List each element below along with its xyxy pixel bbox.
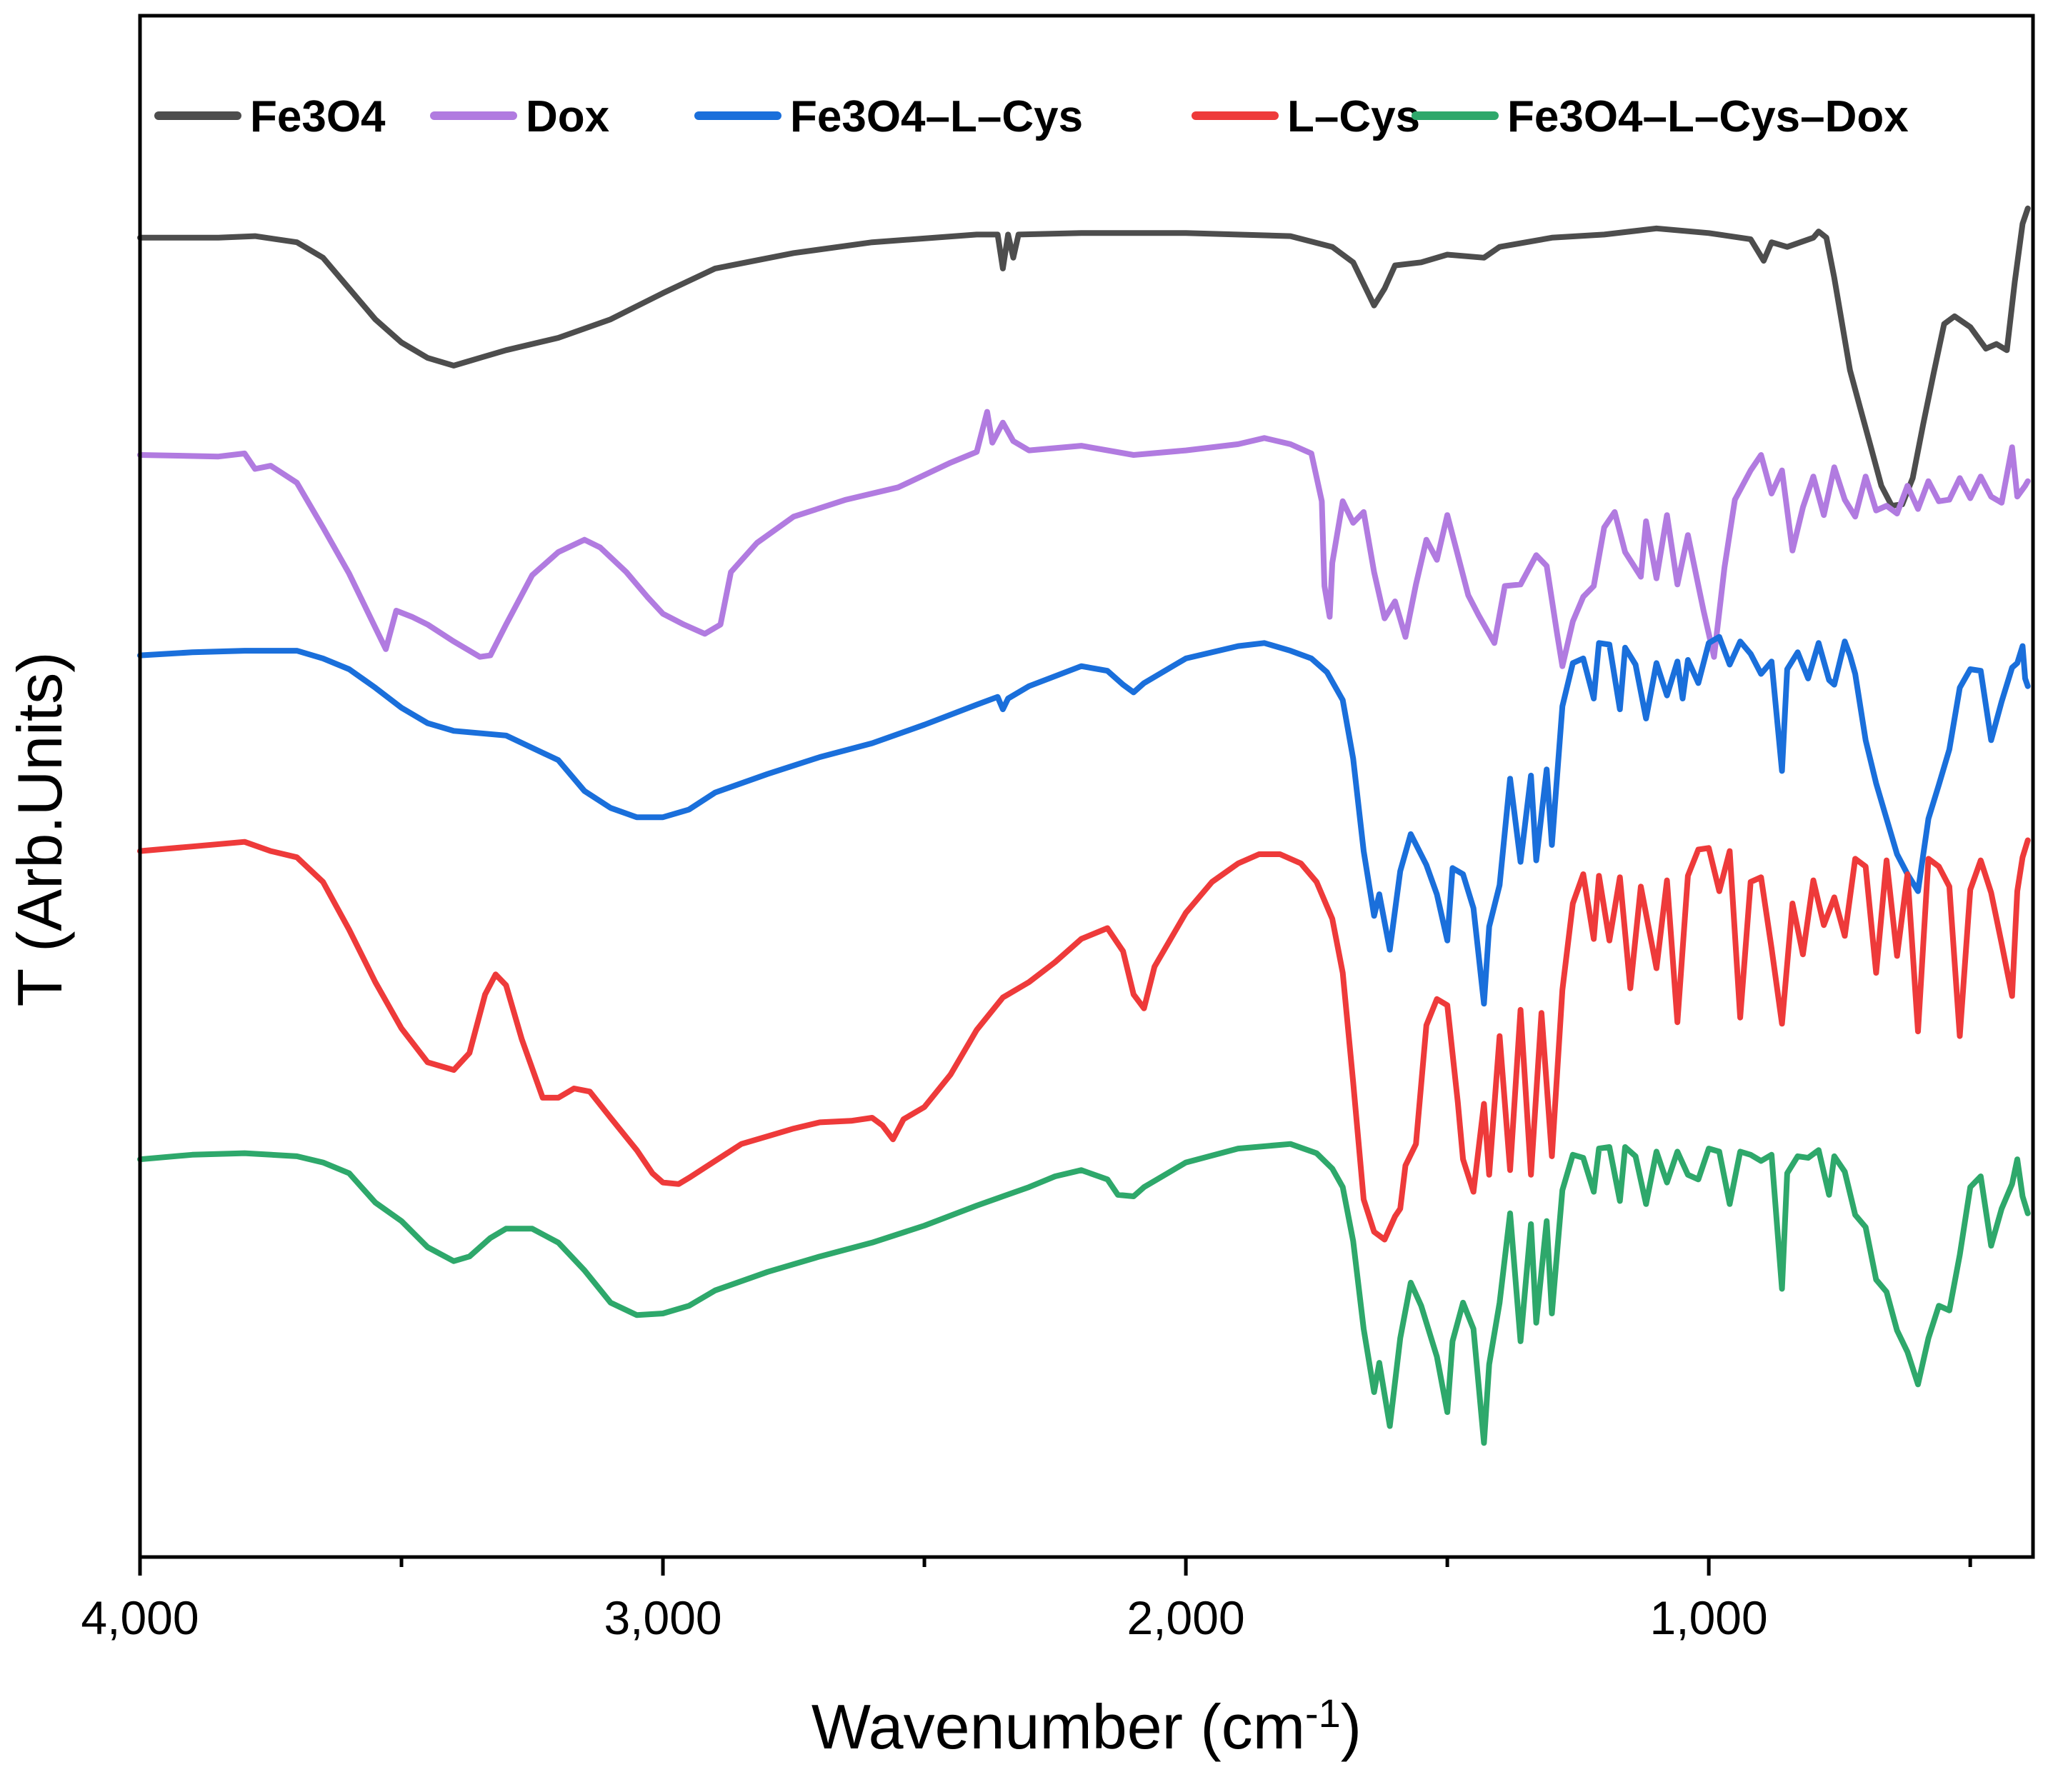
legend-label: Dox [526,92,610,141]
legend: Fe3O4 Dox Fe3O4–L–Cys L–Cys Fe3O4–L–Cys–Dox [154,92,1909,141]
legend-label: L–Cys [1287,92,1420,141]
x-axis: 4,000 3,000 2,000 1,000 [81,1557,1972,1644]
x-tick-label: 2,000 [1127,1591,1245,1644]
y-axis-title: T (Arb.Units) [4,651,75,1006]
x-axis-title-close: ) [1341,1691,1362,1762]
x-tick-label: 4,000 [81,1591,199,1644]
x-axis-title: Wavenumber (cm-1) [811,1691,1362,1762]
x-tick-label: 1,000 [1650,1591,1768,1644]
series-line-2 [137,409,2031,669]
series-line-1 [137,205,2031,509]
x-axis-title-main: Wavenumber (cm [811,1691,1305,1762]
series-line-4 [137,837,2031,1243]
legend-label: Fe3O4 [250,92,386,141]
series-line-5 [137,1141,2031,1446]
series-line-3 [137,634,2031,1007]
legend-label: Fe3O4–L–Cys [790,92,1083,141]
x-axis-title-exponent: -1 [1305,1691,1341,1736]
plot-lines [137,205,2031,1446]
plot-frame [138,14,2035,1559]
x-tick-label: 3,000 [604,1591,721,1644]
legend-label: Fe3O4–L–Cys–Dox [1507,92,1909,141]
